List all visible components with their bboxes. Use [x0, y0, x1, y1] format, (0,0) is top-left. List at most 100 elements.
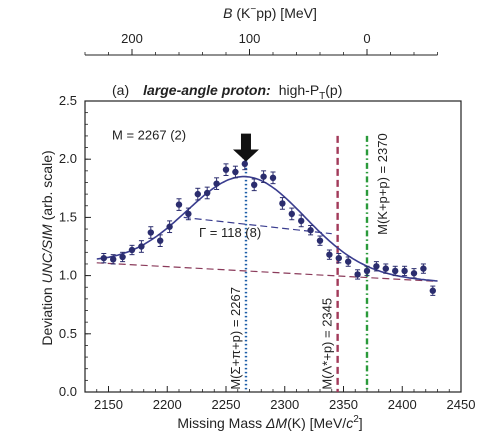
y-axis-title: Deviation UNC/SIM (arb. scale) — [39, 150, 55, 345]
data-point — [147, 226, 154, 239]
point-marker — [335, 254, 342, 262]
reference-lines — [244, 135, 369, 392]
data-point — [363, 265, 371, 277]
point-marker — [147, 229, 154, 236]
y-tick-label: 0.0 — [59, 384, 77, 399]
x-axis-ticks: 2150 2200 2250 2300 2350 2400 2450 — [84, 386, 476, 412]
reference-line-label: M(K+p+p) = 2370 — [375, 133, 390, 235]
point-marker — [204, 189, 211, 197]
top-axis-ticks: 200 100 0 — [84, 31, 438, 55]
data-point — [138, 240, 145, 253]
data-point — [316, 235, 324, 246]
point-marker — [288, 210, 295, 218]
data-point — [110, 254, 117, 265]
point-marker — [100, 254, 108, 262]
data-point — [213, 177, 220, 190]
data-point — [222, 163, 230, 176]
point-marker — [175, 201, 183, 208]
x-tick-label: 2350 — [329, 397, 358, 412]
x-tick-label: 2150 — [94, 397, 123, 412]
data-point — [157, 234, 164, 247]
x-tick-label: 2400 — [388, 397, 417, 412]
point-marker — [326, 251, 333, 258]
point-marker — [241, 160, 248, 168]
y-axis-ticks: 0.0 0.5 1.0 1.5 2.0 2.5 — [59, 93, 91, 399]
data-point — [119, 251, 126, 263]
data-point — [288, 207, 295, 221]
fit-lines — [96, 175, 438, 283]
data-point — [260, 170, 267, 183]
y-tick-label: 2.5 — [59, 93, 77, 108]
point-marker — [166, 223, 173, 230]
data-point — [279, 197, 286, 210]
point-marker — [251, 181, 258, 189]
point-marker — [316, 237, 324, 244]
top-tick-label: 0 — [363, 31, 370, 46]
fit-curve — [96, 175, 438, 282]
x-tick-label: 2250 — [212, 397, 241, 412]
arrow-shape — [232, 133, 259, 162]
data-point — [354, 269, 361, 280]
peak-base-line — [183, 216, 332, 235]
top-tick-label: 100 — [239, 31, 261, 46]
data-point — [335, 252, 342, 264]
point-marker — [194, 190, 201, 198]
y-tick-label: 1.0 — [59, 268, 77, 283]
data-point — [232, 165, 239, 179]
data-point — [251, 178, 258, 192]
data-point — [100, 252, 108, 264]
reference-line-label: M(Λ*+p) = 2345 — [320, 298, 335, 390]
chart-title: (a) large-angle proton: high-PT(p) — [112, 82, 342, 102]
x-tick-label: 2450 — [447, 397, 476, 412]
point-marker — [298, 217, 305, 225]
x-tick-label: 2200 — [153, 397, 182, 412]
point-marker — [307, 227, 314, 234]
top-axis: 200 100 0 B (K−pp) [MeV] — [84, 4, 438, 56]
point-marker — [401, 267, 408, 275]
data-point — [166, 220, 173, 234]
point-marker — [382, 265, 389, 272]
data-point — [307, 225, 314, 236]
point-marker — [222, 166, 230, 173]
reference-line-labels: M(Σ+π+p) = 2267 M(Λ*+p) = 2345 M(K+p+p) = … — [228, 133, 390, 389]
x-tick-label: 2300 — [270, 397, 299, 412]
top-tick-label: 200 — [121, 31, 143, 46]
point-marker — [138, 243, 145, 250]
point-marker — [128, 246, 136, 254]
reference-line-label: M(Σ+π+p) = 2267 — [228, 287, 243, 390]
data-point — [345, 256, 352, 267]
width-annotation: Γ = 118 (8) — [199, 225, 261, 240]
data-point — [401, 265, 408, 277]
y-tick-label: 2.0 — [59, 151, 77, 166]
background-line — [96, 262, 438, 283]
data-point — [420, 263, 427, 274]
top-axis-title: B (K−pp) [MeV] — [223, 4, 317, 21]
point-marker — [119, 253, 126, 261]
point-marker — [345, 258, 352, 265]
point-marker — [363, 267, 371, 275]
data-point — [204, 186, 211, 200]
mass-annotation: M = 2267 (2) — [112, 127, 186, 142]
point-marker — [185, 210, 192, 218]
data-point — [175, 198, 183, 211]
data-point — [382, 263, 389, 274]
data-point — [269, 171, 277, 185]
point-marker — [279, 200, 286, 207]
x-axis-title: Missing Mass ΔM(K) [MeV/c2] — [177, 414, 362, 431]
data-point — [298, 214, 305, 228]
data-point — [373, 261, 380, 272]
peak-arrow-icon — [232, 133, 259, 162]
point-marker — [269, 174, 277, 182]
data-point — [185, 207, 192, 221]
data-point — [128, 244, 136, 256]
data-points — [100, 157, 436, 296]
y-tick-label: 1.5 — [59, 209, 77, 224]
point-marker — [410, 270, 418, 277]
point-marker — [420, 265, 427, 272]
data-point — [326, 249, 333, 260]
point-marker — [392, 267, 399, 275]
point-marker — [213, 180, 220, 187]
point-marker — [110, 256, 117, 263]
point-marker — [373, 263, 380, 270]
